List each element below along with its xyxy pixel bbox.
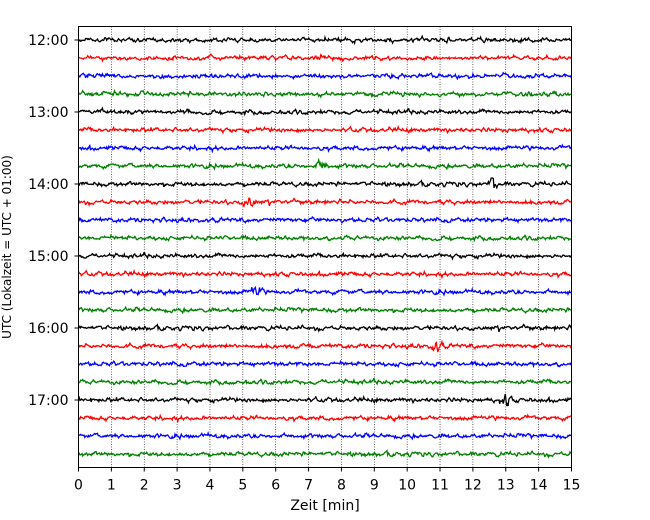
x-tick-label: 11 [431, 478, 449, 494]
trace-1530 [78, 285, 573, 297]
x-tick-label: 15 [563, 478, 581, 494]
trace-1300 [78, 106, 573, 117]
x-tick-label: 7 [304, 478, 313, 494]
trace-1500 [78, 251, 573, 261]
x-tick-label: 12 [464, 478, 482, 494]
trace-1200 [77, 34, 572, 46]
y-axis-label: UTC (Lokalzeit = UTC + 01:00) [0, 155, 14, 339]
x-tick-label: 8 [337, 478, 346, 494]
y-tick-label: 15:00 [28, 249, 68, 265]
x-tick-label: 1 [107, 478, 116, 494]
trace-1715 [77, 413, 572, 424]
x-axis-label: Zeit [min] [290, 498, 359, 514]
x-tick-label: 2 [140, 478, 149, 494]
trace-1700 [77, 393, 572, 407]
trace-1745 [78, 449, 572, 459]
trace-1545 [78, 305, 572, 315]
trace-1215 [78, 53, 572, 63]
y-tick-label: 12:00 [28, 33, 68, 49]
x-tick-label: 5 [238, 478, 247, 494]
x-tick-label: 9 [370, 478, 379, 494]
trace-1730 [78, 431, 572, 441]
trace-1600 [78, 323, 573, 333]
trace-1230 [78, 71, 572, 81]
x-tick-label: 14 [530, 478, 548, 494]
trace-1245 [78, 88, 572, 99]
trace-1615 [77, 339, 573, 353]
trace-1645 [78, 377, 572, 387]
x-tick-label: 0 [74, 478, 83, 494]
x-tick-label: 13 [497, 478, 515, 494]
trace-1515 [77, 268, 572, 280]
trace-1415 [78, 197, 573, 208]
trace-1430 [77, 215, 573, 225]
x-tick-label: 10 [398, 478, 416, 494]
y-tick-label: 16:00 [28, 321, 68, 337]
y-tick-label: 17:00 [28, 393, 68, 409]
x-tick-label: 6 [271, 478, 280, 494]
trace-1345 [78, 157, 572, 171]
x-tick-label: 4 [206, 478, 215, 494]
x-axis: 0 1 2 3 4 5 6 7 8 9 10 11 12 13 14 15 [74, 467, 581, 494]
y-tick-label: 13:00 [28, 105, 68, 121]
y-axis: 12:00 13:00 14:00 15:00 16:00 17:00 [28, 33, 79, 409]
x-tick-label: 3 [173, 478, 182, 494]
y-tick-label: 14:00 [28, 177, 68, 193]
trace-1445 [77, 233, 572, 243]
plot-frame [78, 26, 572, 468]
trace-1330 [77, 143, 572, 154]
trace-1400 [78, 177, 572, 190]
trace-group [77, 34, 573, 459]
trace-1315 [78, 124, 572, 135]
trace-1630 [78, 359, 572, 369]
